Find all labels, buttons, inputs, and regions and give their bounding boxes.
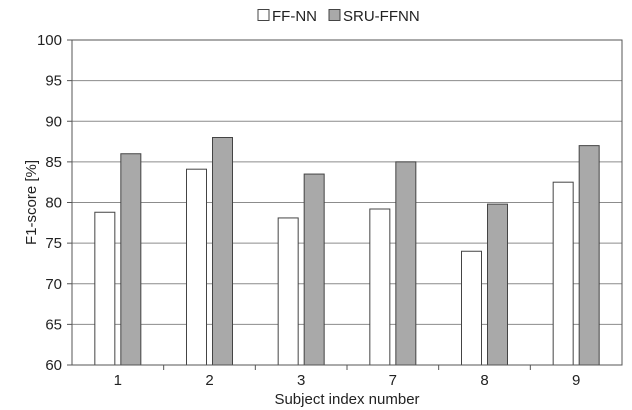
bar-sru-ffnn-3 <box>303 173 325 366</box>
legend-swatch <box>328 9 341 21</box>
y-tick-label: 80 <box>45 195 62 212</box>
y-axis-label: F1-score [%] <box>23 160 40 245</box>
legend: FF-NN SRU-FFNN <box>257 8 420 25</box>
bar-ff-nn-7 <box>369 208 391 366</box>
legend-label: SRU-FFNN <box>343 8 420 25</box>
bar-sru-ffnn-8 <box>487 203 508 366</box>
y-tick-label: 60 <box>45 357 62 374</box>
y-tick-label: 85 <box>45 154 62 171</box>
legend-label: FF-NN <box>272 8 317 25</box>
x-tick-label: 2 <box>205 372 213 389</box>
bar-ff-nn-1 <box>94 211 116 366</box>
bars <box>94 137 600 366</box>
bar-ff-nn-3 <box>277 217 299 366</box>
x-axis-label: Subject index number <box>274 391 419 408</box>
x-tick-label: 8 <box>480 372 488 389</box>
bar-ff-nn-9 <box>552 181 574 366</box>
bar-ff-nn-8 <box>461 250 482 366</box>
y-tick-label: 65 <box>45 316 62 333</box>
y-tick-label: 90 <box>45 113 62 130</box>
grid-lines <box>72 39 622 366</box>
legend-swatch <box>257 9 270 21</box>
bar-sru-ffnn-9 <box>578 145 600 366</box>
x-tick-label: 7 <box>389 372 397 389</box>
bar-sru-ffnn-7 <box>395 161 417 366</box>
bar-sru-ffnn-2 <box>212 137 233 366</box>
y-tick-label: 75 <box>45 235 62 252</box>
y-tick-label: 95 <box>45 73 62 90</box>
x-tick-label: 3 <box>297 372 305 389</box>
y-tick-label: 100 <box>37 32 62 49</box>
y-tick-label: 70 <box>45 276 62 293</box>
x-tick-label: 9 <box>572 372 580 389</box>
x-tick-label: 1 <box>114 372 122 389</box>
bar-ff-nn-2 <box>186 168 207 366</box>
x-axis-ticks: 1 2 3 7 8 9 <box>114 365 580 389</box>
y-axis-ticks: 60 65 70 75 80 85 90 95 100 <box>37 32 72 374</box>
bar-sru-ffnn-1 <box>120 153 142 366</box>
